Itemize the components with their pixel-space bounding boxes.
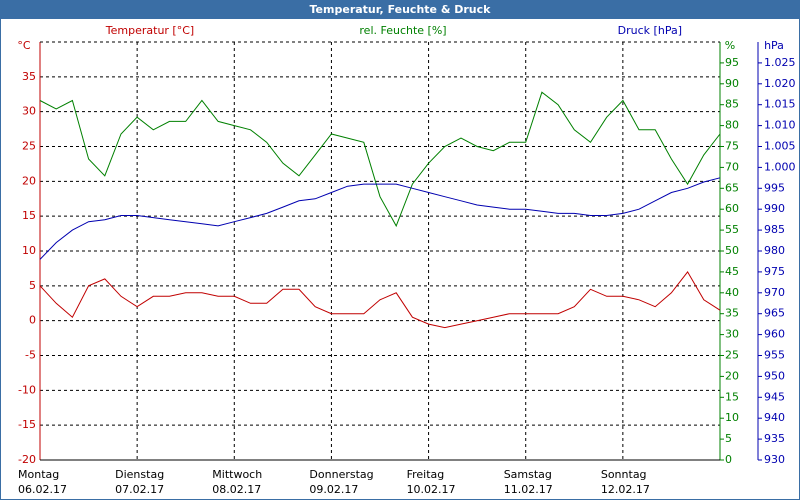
- y-tick-label: -10: [18, 383, 36, 396]
- y2-tick-label: 40: [725, 286, 739, 299]
- y3-tick-label: 930: [764, 453, 785, 466]
- y3-unit: hPa: [764, 39, 784, 52]
- y2-tick-label: 0: [725, 453, 732, 466]
- y-tick-label: 0: [29, 314, 36, 327]
- y2-tick-label: 10: [725, 411, 739, 424]
- x-tick-label: Dienstag: [115, 468, 164, 481]
- y-tick-label: -5: [25, 349, 36, 362]
- series-line: [39, 91, 721, 228]
- y-tick-label: 15: [22, 209, 36, 222]
- title-bar: [0, 0, 800, 19]
- chart-title: Temperatur, Feuchte & Druck: [310, 3, 492, 16]
- y2-tick-label: 70: [725, 160, 739, 173]
- y3-tick-label: 970: [764, 286, 785, 299]
- y3-tick-label: 950: [764, 369, 785, 382]
- y3-tick-label: 965: [764, 307, 785, 320]
- y2-tick-label: 5: [725, 432, 732, 445]
- y2-tick-label: 75: [725, 140, 739, 153]
- y3-tick-label: 1.015: [764, 98, 796, 111]
- y3-tick-label: 935: [764, 432, 785, 445]
- y-tick-label: -15: [18, 418, 36, 431]
- y2-tick-label: 25: [725, 349, 739, 362]
- x-tick-label: 06.02.17: [18, 483, 67, 496]
- y2-tick-label: 20: [725, 369, 739, 382]
- x-tick-label: Montag: [18, 468, 59, 481]
- y2-tick-label: 15: [725, 390, 739, 403]
- y3-tick-label: 995: [764, 181, 785, 194]
- y3-tick-label: 945: [764, 390, 785, 403]
- y2-tick-label: 30: [725, 328, 739, 341]
- y3-tick-label: 1.020: [764, 77, 796, 90]
- series-header: Druck [hPa]: [618, 24, 682, 37]
- series-header: rel. Feuchte [%]: [359, 24, 446, 37]
- y3-tick-label: 1.010: [764, 119, 796, 132]
- y3-tick-label: 975: [764, 265, 785, 278]
- y3-tick-label: 940: [764, 411, 785, 424]
- y-tick-label: -20: [18, 453, 36, 466]
- x-tick-label: Mittwoch: [212, 468, 262, 481]
- y2-tick-label: 90: [725, 77, 739, 90]
- x-tick-label: 09.02.17: [309, 483, 358, 496]
- y-tick-label: 25: [22, 140, 36, 153]
- y2-tick-label: 55: [725, 223, 739, 236]
- x-tick-label: 10.02.17: [407, 483, 456, 496]
- y2-tick-label: 50: [725, 244, 739, 257]
- series-line: [39, 177, 721, 260]
- y2-tick-label: 45: [725, 265, 739, 278]
- y3-tick-label: 980: [764, 244, 785, 257]
- y3-tick-label: 1.000: [764, 160, 796, 173]
- y3-tick-label: 955: [764, 349, 785, 362]
- y2-tick-label: 95: [725, 56, 739, 69]
- y2-unit: %: [725, 39, 735, 52]
- y3-tick-label: 1.005: [764, 140, 796, 153]
- x-tick-label: 12.02.17: [601, 483, 650, 496]
- y2-tick-label: 35: [725, 307, 739, 320]
- y2-tick-label: 60: [725, 202, 739, 215]
- x-tick-label: Donnerstag: [309, 468, 373, 481]
- y-tick-label: 10: [22, 244, 36, 257]
- y2-tick-label: 80: [725, 119, 739, 132]
- y-tick-label: 35: [22, 70, 36, 83]
- y3-tick-label: 985: [764, 223, 785, 236]
- y3-tick-label: 990: [764, 202, 785, 215]
- y3-tick-label: 960: [764, 328, 785, 341]
- series-header: Temperatur [°C]: [105, 24, 194, 37]
- x-tick-label: 11.02.17: [504, 483, 553, 496]
- x-tick-label: Freitag: [407, 468, 445, 481]
- y-tick-label: 30: [22, 105, 36, 118]
- x-tick-label: Samstag: [504, 468, 552, 481]
- series-line: [39, 271, 721, 329]
- y2-tick-label: 85: [725, 98, 739, 111]
- y-unit: °C: [17, 39, 31, 52]
- y2-tick-label: 65: [725, 181, 739, 194]
- y-tick-label: 5: [29, 279, 36, 292]
- x-tick-label: 08.02.17: [212, 483, 261, 496]
- y3-tick-label: 1.025: [764, 56, 796, 69]
- x-tick-label: 07.02.17: [115, 483, 164, 496]
- y-tick-label: 20: [22, 174, 36, 187]
- x-tick-label: Sonntag: [601, 468, 647, 481]
